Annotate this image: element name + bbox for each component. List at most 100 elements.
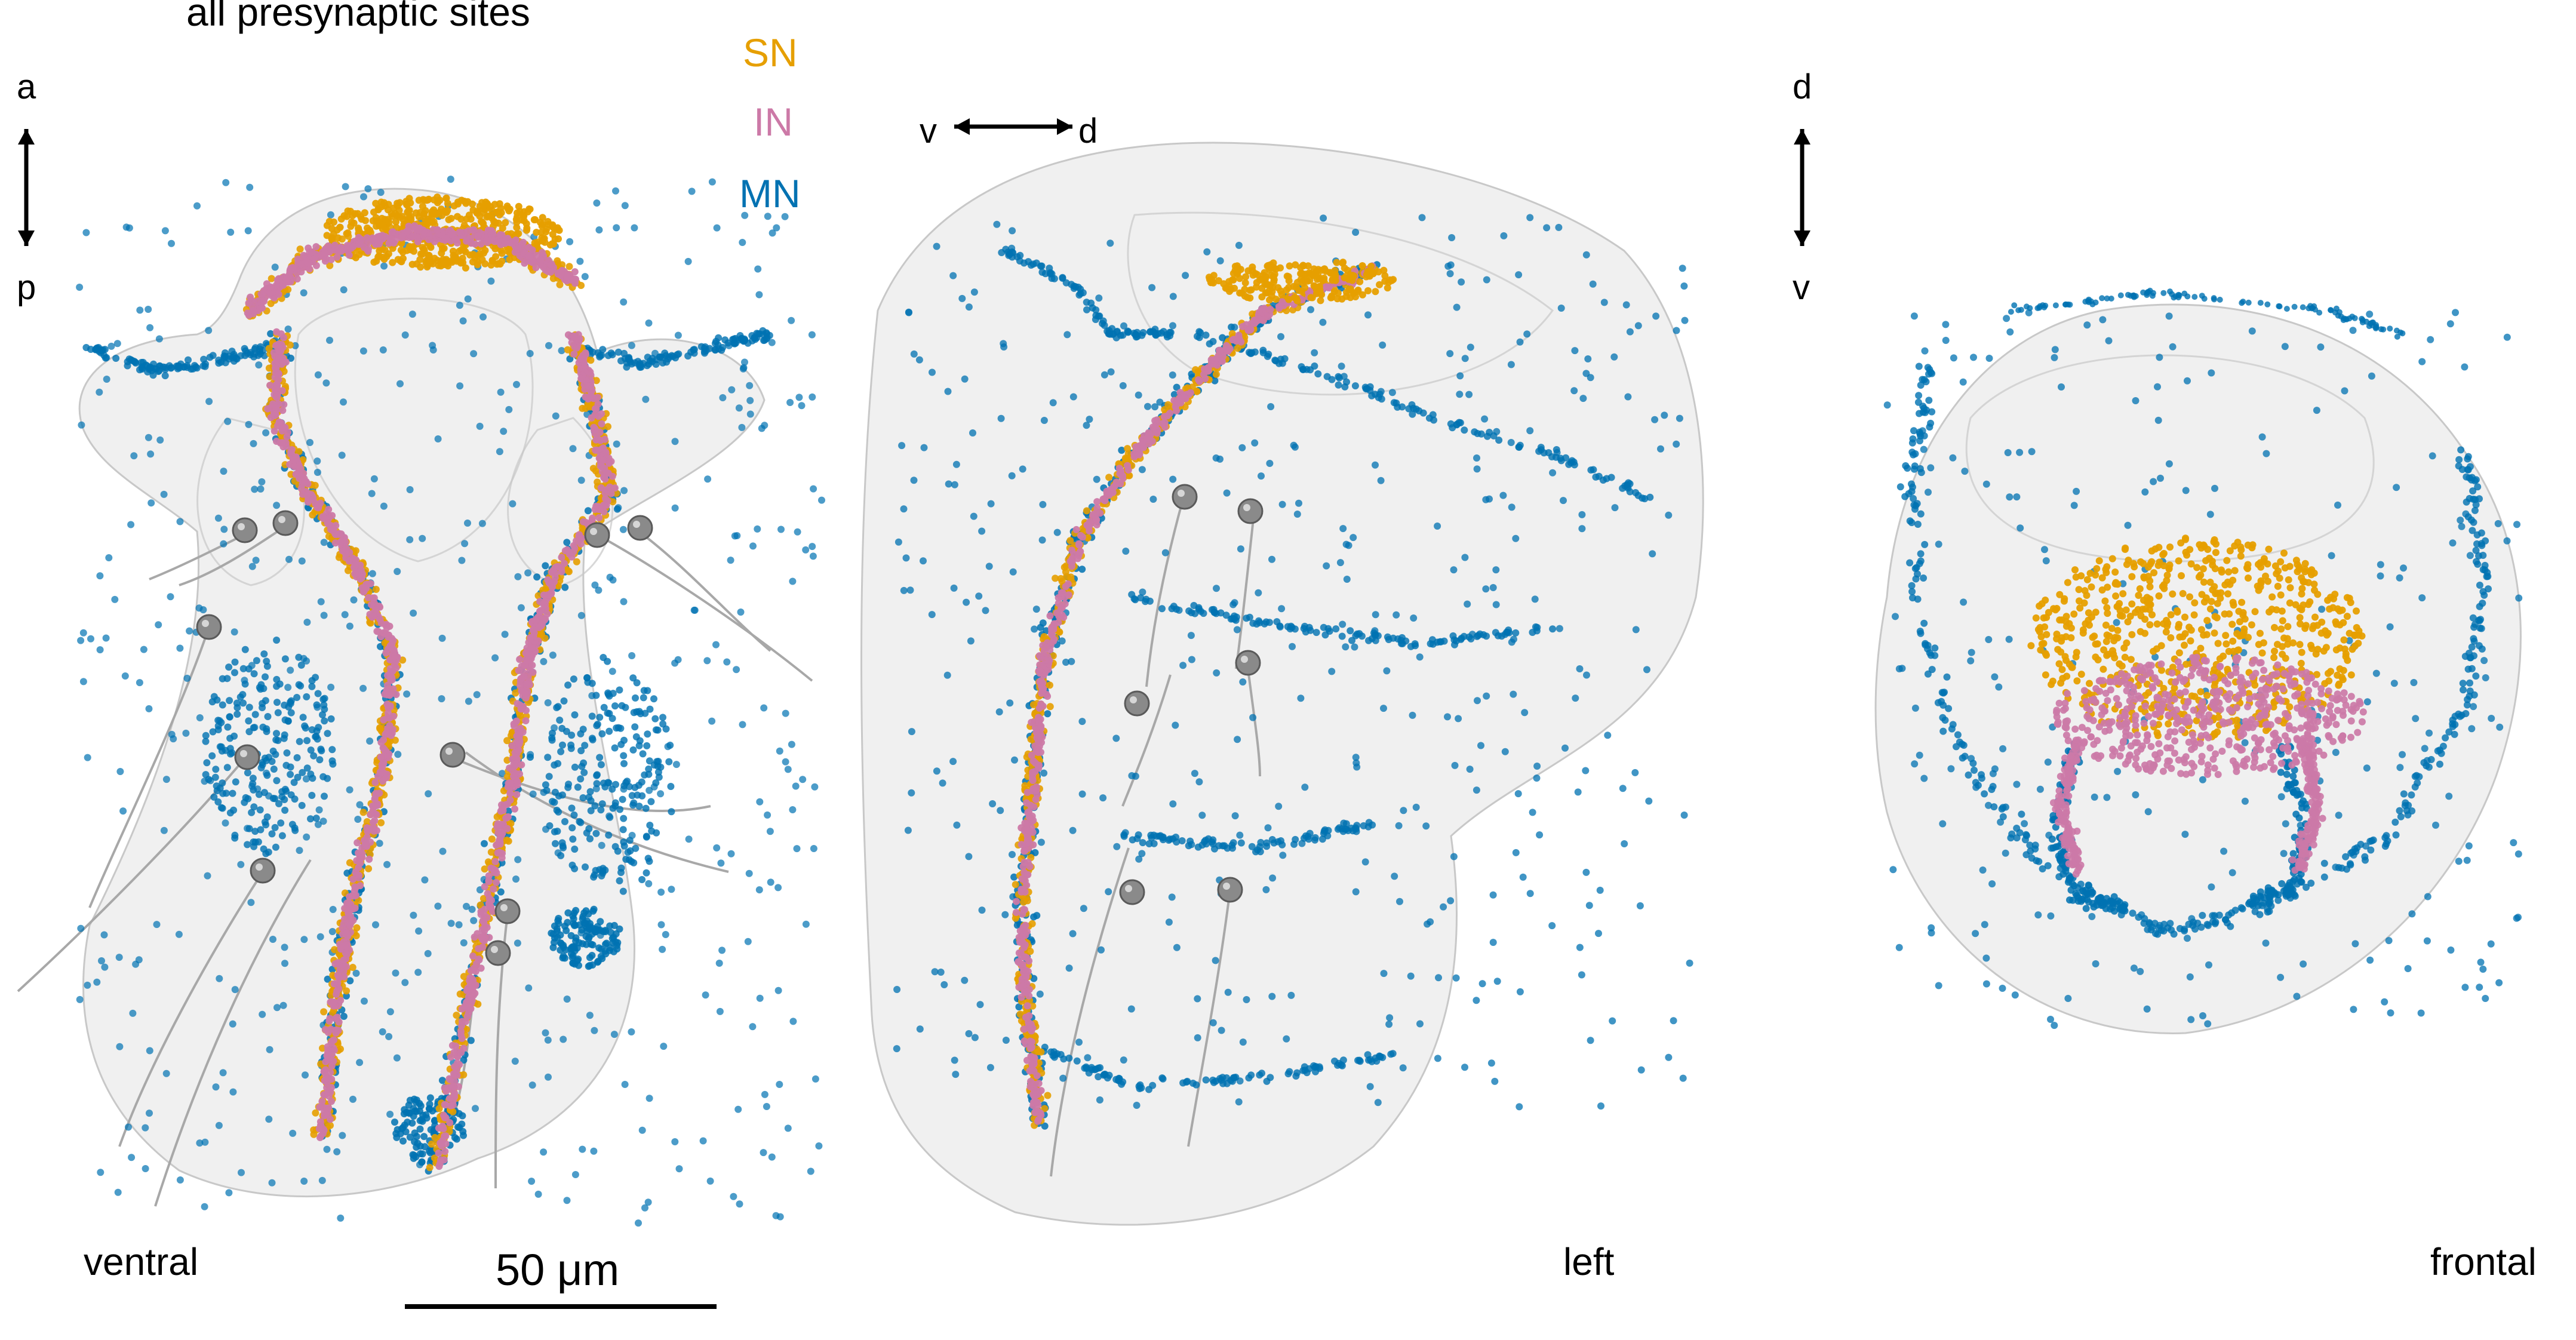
synapse-dot [279, 1001, 287, 1009]
synapse-dot [634, 791, 641, 799]
synapse-dot [394, 568, 401, 575]
synapse-dot [488, 835, 496, 843]
synapse-dot [333, 1148, 341, 1155]
synapse-dot [614, 348, 622, 356]
synapse-dot [323, 1075, 330, 1083]
synapse-dot [524, 569, 532, 577]
synapse-dot [546, 822, 554, 829]
synapse-dot [297, 268, 305, 276]
synapse-dot [579, 1145, 586, 1153]
synapse-dot [660, 1043, 668, 1050]
synapse-dot [278, 788, 286, 795]
synapse-dot [619, 826, 627, 834]
synapse-dot [320, 611, 328, 619]
synapse-dot [611, 744, 619, 752]
synapse-dot [224, 417, 232, 425]
synapse-dot [308, 683, 316, 690]
synapse-dot [568, 861, 576, 869]
synapse-dot [441, 208, 449, 216]
synapse-dot [202, 737, 210, 745]
synapse-dot [593, 780, 601, 788]
synapse-dot [582, 907, 590, 915]
synapse-dot [636, 359, 644, 367]
synapse-dot [619, 887, 627, 895]
synapse-dot [708, 717, 716, 725]
synapse-dot [716, 1007, 724, 1015]
synapse-dot [501, 631, 509, 638]
synapse-dot [230, 628, 238, 636]
synapse-dot [754, 330, 762, 337]
synapse-dot [564, 918, 571, 926]
synapse-dot [469, 206, 477, 214]
synapse-dot [563, 1197, 571, 1204]
synapse-dot [763, 1103, 770, 1110]
synapse-dot [782, 758, 789, 766]
synapse-dot [153, 921, 161, 929]
synapse-dot [422, 207, 429, 214]
synapse-dot [501, 239, 509, 247]
synapse-dot [294, 773, 302, 781]
synapse-dot [746, 382, 754, 389]
synapse-dot [368, 490, 376, 497]
synapse-dot [733, 666, 740, 674]
synapse-dot [232, 778, 239, 786]
synapse-dot [79, 629, 87, 637]
synapse-dot [300, 1178, 308, 1185]
synapse-dot [571, 268, 579, 276]
synapse-dot [620, 487, 628, 494]
synapse-dot [79, 678, 87, 686]
cilium [1050, 847, 1130, 1177]
synapse-dot [479, 313, 487, 321]
synapse-dot [423, 1114, 431, 1122]
synapse-dot [327, 211, 334, 219]
synapse-dot [408, 260, 416, 268]
synapse-dot [442, 260, 450, 268]
synapse-dot [111, 595, 119, 603]
synapse-dot [410, 609, 417, 617]
synapse-dot [570, 350, 578, 358]
synapse-dot [383, 774, 390, 782]
synapse-dot [514, 209, 521, 217]
synapse-dot [295, 653, 303, 661]
synapse-dot [308, 248, 316, 256]
synapse-dot [476, 212, 484, 220]
cilium [118, 871, 264, 1147]
synapse-dot [456, 302, 463, 309]
synapse-dot [701, 349, 708, 357]
synapse-dot [383, 691, 391, 699]
synapse-dot [555, 235, 562, 242]
synapse-dot [386, 1111, 394, 1118]
synapse-dot [564, 783, 572, 791]
synapse-dot [731, 532, 739, 540]
synapse-dot [380, 262, 388, 270]
synapse-dot [76, 284, 84, 291]
synapse-dot [236, 693, 244, 701]
synapse-dot [287, 763, 294, 771]
synapse-dot [447, 920, 455, 927]
synapse-dot [570, 276, 578, 284]
synapse-dot [470, 350, 478, 358]
synapse-dot [279, 334, 287, 342]
synapse-dot [167, 593, 174, 601]
synapse-dot [600, 779, 607, 787]
synapse-dot [318, 1176, 326, 1184]
synapse-dot [287, 770, 294, 778]
synapse-dot [611, 802, 619, 810]
synapse-dot [271, 823, 279, 831]
synapse-dot [229, 789, 236, 797]
synapse-dot [260, 650, 268, 658]
synapse-dot [219, 701, 226, 709]
synapse-dot [611, 484, 619, 492]
synapse-dot [379, 221, 387, 229]
cilium [638, 530, 771, 652]
synapse-dot [434, 226, 441, 234]
synapse-dot [644, 730, 651, 738]
synapse-dot [605, 831, 613, 839]
synapse-dot [618, 702, 626, 709]
synapse-dot [589, 941, 597, 949]
synapse-dot [434, 197, 442, 205]
synapse-dot [273, 699, 281, 706]
synapse-dot [257, 485, 265, 493]
synapse-dot [802, 546, 810, 554]
synapse-dot [255, 361, 263, 369]
